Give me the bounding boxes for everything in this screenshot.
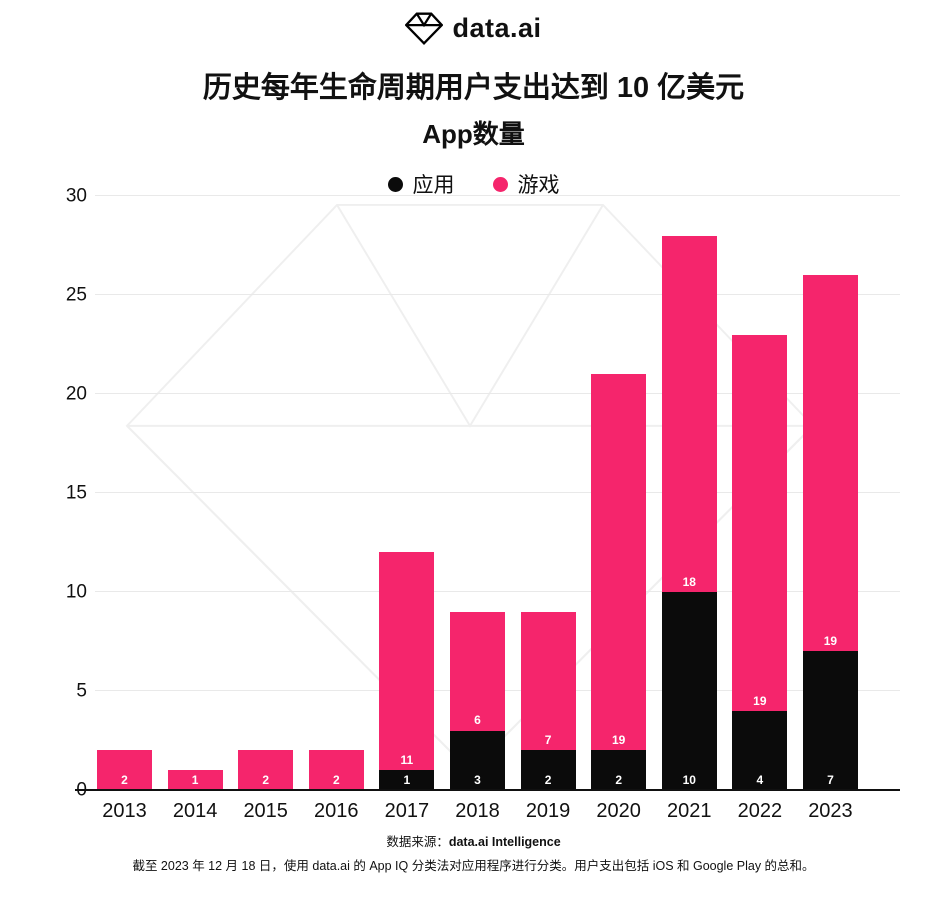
bar-segment-games: 7 (520, 611, 576, 751)
bar-value-label: 7 (827, 772, 834, 787)
bar-2013: 2 2013 (97, 750, 152, 822)
bar-segment-apps: 4 (732, 710, 788, 790)
chart-title: 历史每年生命周期用户支出达到 10 亿美元 (202, 72, 745, 104)
bar-segment-apps: 2 (591, 750, 647, 790)
legend-item-games: 游戏 (492, 169, 560, 199)
bar-value-label: 19 (611, 733, 626, 748)
bar-value-label: 19 (823, 634, 838, 649)
bar-segment-games: 19 (732, 334, 788, 711)
bar-2019: 7 2 2019 (520, 611, 576, 822)
bar-segment-apps: 2 (520, 750, 576, 790)
y-axis-label-15: 15 (65, 482, 87, 504)
bar-value-label: 2 (615, 772, 622, 787)
x-axis-label-2019: 2019 (525, 800, 571, 822)
x-axis-label-2013: 2013 (102, 800, 147, 822)
y-axis-label-30: 30 (65, 185, 87, 207)
bar-value-label: 2 (121, 772, 128, 787)
y-axis-label-5: 5 (76, 680, 87, 702)
bar-segment-games: 1 (167, 770, 223, 790)
bar-value-label: 18 (682, 574, 696, 589)
gridline-30 (95, 195, 900, 196)
bar-value-label: 1 (403, 772, 411, 787)
bar-2016: 2 2016 (308, 750, 364, 822)
legend-label-games: 游戏 (517, 174, 560, 197)
bar-segment-games: 6 (449, 611, 505, 731)
bar-segment-games: 2 (238, 750, 294, 790)
bar-segment-games: 2 (97, 750, 152, 790)
x-axis-label-2016: 2016 (314, 800, 359, 822)
bar-segment-games: 18 (661, 235, 717, 592)
gridline-25 (95, 294, 900, 295)
games-legend-dot-icon (492, 176, 508, 192)
legend-item-apps: 应用 (387, 169, 455, 199)
bar-2015: 2 2015 (238, 750, 294, 822)
dataai-logo: data.ai (405, 12, 541, 45)
x-axis-label-2021: 2021 (667, 800, 712, 822)
legend-label-apps: 应用 (412, 174, 455, 197)
bar-2023: 19 7 2023 (802, 275, 858, 822)
gridline-15 (95, 492, 900, 493)
bar-value-label: 4 (756, 772, 764, 787)
bar-value-label: 10 (682, 772, 696, 787)
bar-value-label: 3 (474, 772, 481, 787)
bar-value-label: 11 (400, 753, 414, 768)
source-prefix: 数据来源： (386, 835, 449, 849)
bars-layer: 2 2013 1 2014 2 2015 2 2016 11 1 2017 6 3 2018 7 2 2019 1… (97, 196, 858, 822)
bar-segment-apps: 3 (449, 730, 505, 790)
x-axis-label-2015: 2015 (243, 800, 288, 822)
chart-legend: 应用 游戏 (0, 169, 947, 199)
x-axis-label-2014: 2014 (172, 800, 218, 822)
y-axis-label-25: 25 (65, 284, 87, 306)
bar-2020: 19 2 2020 (591, 374, 647, 822)
bar-value-label: 2 (332, 772, 340, 787)
gridline-20 (95, 393, 900, 394)
x-axis-label-2020: 2020 (596, 800, 641, 822)
bar-value-label: 2 (544, 772, 552, 787)
bar-value-label: 1 (191, 772, 199, 787)
bar-value-label: 2 (262, 772, 270, 787)
bar-2017: 11 1 2017 (379, 552, 435, 822)
bar-2018: 6 3 2018 (449, 611, 505, 822)
bar-value-label: 19 (753, 693, 767, 708)
gridline-10 (95, 591, 900, 592)
x-axis-label-2022: 2022 (737, 800, 783, 822)
plot-area: 051015202530 220131201422015220161112017… (66, 187, 900, 822)
chart-header: data.ai 历史每年生命周期用户支出达到 10 亿美元 App数量 应用 游… (0, 0, 947, 199)
x-axis-label-2017: 2017 (384, 800, 430, 822)
bar-segment-apps: 10 (661, 592, 717, 790)
bar-segment-games: 19 (802, 275, 858, 652)
bar-segment-apps: 1 (379, 770, 435, 790)
footnote: 截至 2023 年 12 月 18 日，使用 data.ai 的 App IQ … (132, 859, 815, 873)
x-axis-label-2018: 2018 (455, 800, 500, 822)
y-axis-label-10: 10 (65, 581, 87, 603)
chart-subtitle: App数量 (422, 119, 525, 149)
source-line: 数据来源：data.ai Intelligence (0, 831, 947, 850)
dataai-gem-icon (405, 12, 444, 45)
x-axis-label-2023: 2023 (808, 800, 853, 822)
bar-segment-apps: 7 (802, 651, 858, 790)
apps-legend-dot-icon (387, 176, 403, 192)
bar-segment-games: 11 (379, 552, 435, 771)
y-axis-label-20: 20 (65, 383, 87, 405)
source-name: data.ai Intelligence (448, 835, 561, 849)
bar-2022: 19 4 2022 (732, 334, 788, 822)
logo-text: data.ai (452, 13, 542, 43)
bar-value-label: 6 (474, 713, 481, 728)
bar-value-label: 7 (544, 733, 552, 748)
bar-segment-games: 19 (591, 374, 647, 751)
chart-footer: 数据来源：data.ai Intelligence 截至 2023 年 12 月… (0, 831, 947, 874)
bar-2014: 1 2014 (167, 770, 223, 822)
bar-2021: 18 10 2021 (661, 235, 717, 822)
x-axis-line (75, 789, 900, 791)
bar-segment-games: 2 (308, 750, 364, 790)
